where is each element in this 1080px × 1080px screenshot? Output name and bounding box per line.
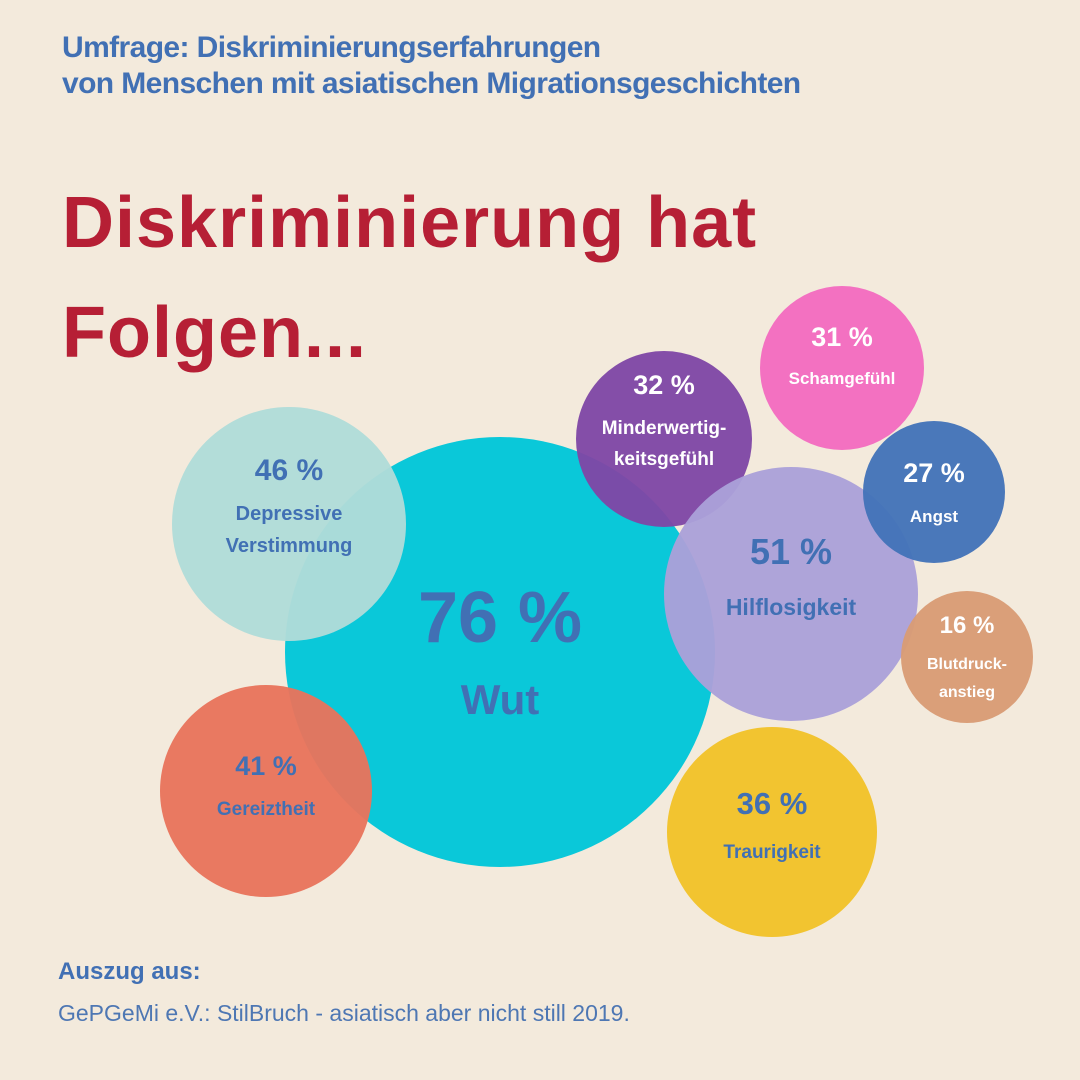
bubble-circle	[160, 685, 372, 897]
bubble-label: Angst	[910, 507, 959, 526]
bubble-hilflosigkeit: 51 % Hilflosigkeit	[664, 467, 918, 721]
source-label: Auszug aus:	[58, 958, 201, 985]
headline: Diskriminierung hat Folgen...	[62, 168, 757, 388]
bubble-circle	[576, 351, 752, 527]
bubble-label: Wut	[461, 676, 540, 723]
source-citation: GePGeMi e.V.: StilBruch - asiatisch aber…	[58, 1000, 630, 1026]
bubble-label: Minderwertig-	[602, 418, 727, 439]
bubble-label: Depressive	[236, 503, 343, 525]
bubble-blutdruck-anstieg: 16 % Blutdruck-anstieg	[901, 591, 1033, 723]
bubble-circle	[667, 727, 877, 937]
bubble-value: 31 %	[811, 322, 873, 352]
bubble-depressive-verstimmung: 46 % Depressive Verstimmung	[172, 407, 406, 641]
subtitle-line-2: von Menschen mit asiatischen Migrationsg…	[62, 67, 801, 100]
bubble-label: Hilflosigkeit	[726, 594, 857, 620]
bubble-value: 27 %	[903, 458, 965, 488]
bubble-value: 46 %	[255, 454, 323, 487]
survey-subtitle: Umfrage: Diskriminierungserfahrungen von…	[62, 30, 801, 102]
bubble-label: keitsgefühl	[614, 449, 714, 470]
bubble-value: 41 %	[235, 751, 297, 781]
bubble-circle	[863, 421, 1005, 563]
bubble-value: 76 %	[418, 578, 582, 658]
bubble-circle	[760, 286, 924, 450]
bubble-value: 16 %	[940, 612, 995, 639]
bubble-label: anstieg	[939, 684, 995, 701]
subtitle-line-1: Umfrage: Diskriminierungserfahrungen	[62, 31, 601, 64]
bubble-label: Blutdruck-	[927, 656, 1007, 673]
bubble-label: Traurigkeit	[723, 842, 821, 863]
bubble-traurigkeit: 36 % Traurigkeit	[667, 727, 877, 937]
bubble-minderwertig-keitsgefühl: 32 % Minderwertig-keitsgefühl	[576, 351, 752, 527]
bubble-circle	[901, 591, 1033, 723]
bubble-label: Schamgefühl	[789, 369, 896, 388]
headline-line-2: Folgen...	[62, 293, 367, 373]
headline-line-1: Diskriminierung hat	[62, 183, 758, 263]
bubble-circle	[172, 407, 406, 641]
bubble-label: Verstimmung	[226, 535, 353, 557]
bubble-schamgefühl: 31 % Schamgefühl	[760, 286, 924, 450]
bubble-value: 32 %	[633, 370, 695, 400]
bubble-value: 51 %	[750, 531, 832, 572]
bubble-angst: 27 % Angst	[863, 421, 1005, 563]
bubble-circle	[664, 467, 918, 721]
bubble-gereiztheit: 41 % Gereiztheit	[160, 685, 372, 897]
bubble-label: Gereiztheit	[217, 799, 316, 820]
bubble-value: 36 %	[737, 786, 808, 821]
